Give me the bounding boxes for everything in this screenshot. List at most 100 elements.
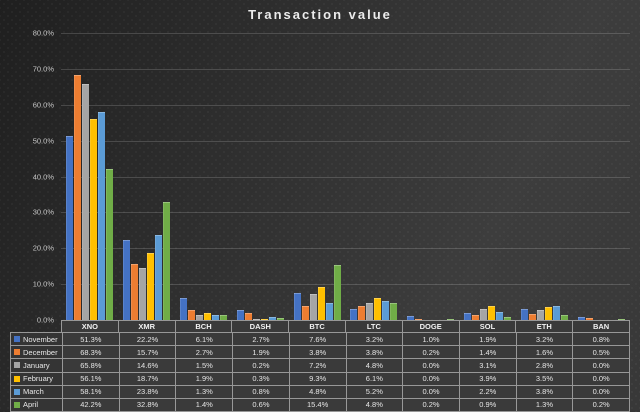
table-cell-december-xno: 68.3% [63, 346, 119, 359]
y-axis-tick-label: 80.0% [32, 28, 54, 38]
table-cell-april-xmr: 32.8% [119, 398, 176, 411]
table-cell-january-xno: 65.8% [63, 359, 119, 372]
table-cell-january-ltc: 4.8% [346, 359, 403, 372]
y-axis-tick-label: 30.0% [32, 207, 54, 217]
table-cell-november-xno: 51.3% [63, 333, 119, 346]
table-cell-november-dash: 2.7% [233, 333, 289, 346]
table-cell-january-sol: 3.1% [459, 359, 516, 372]
table-cell-march-bch: 1.3% [176, 385, 233, 398]
table-cell-march-xno: 58.1% [63, 385, 119, 398]
gridline [61, 212, 630, 214]
bar-march-ltc [382, 301, 390, 320]
table-cell-november-sol: 1.9% [459, 333, 516, 346]
bar-april-xno [105, 168, 113, 320]
bar-february-sol [488, 306, 496, 320]
bar-march-eth [553, 306, 561, 320]
gridline [61, 33, 630, 34]
category-header-row: XNO XMR BCH DASH BTC LTC DOGE SOL ETH BAN [61, 320, 630, 333]
category-header-ban: BAN [573, 321, 629, 332]
y-axis-tick-label: 40.0% [32, 172, 54, 181]
bar-march-btc [325, 302, 333, 320]
bar-march-dash [268, 317, 276, 320]
bar-group-ltc [346, 33, 403, 320]
table-cell-march-dash: 0.8% [233, 385, 289, 398]
table-cell-february-doge: 0.0% [403, 372, 459, 385]
table-cell-march-sol: 2.2% [459, 385, 516, 398]
category-header-btc: BTC [289, 321, 345, 332]
chart-title: Transaction value [248, 7, 392, 22]
table-cell-march-doge: 0.0% [403, 385, 459, 398]
table-cell-april-ltc: 4.8% [346, 398, 403, 411]
legend-label-text: February [23, 374, 54, 384]
bar-february-bch [203, 313, 211, 320]
table-cell-december-btc: 3.8% [289, 346, 346, 359]
table-cell-december-bch: 2.7% [176, 346, 233, 359]
table-cell-november-ban: 0.8% [573, 333, 629, 346]
table-cell-november-doge: 1.0% [403, 333, 459, 346]
bar-november-doge [407, 316, 415, 320]
legend-swatch-november [14, 336, 20, 343]
y-axis-tick-label: 60.0% [32, 100, 54, 110]
table-cell-february-ban: 0.0% [573, 372, 629, 385]
gridline [61, 104, 630, 106]
table-cell-january-btc: 7.2% [289, 359, 346, 372]
y-axis-tick-label: 10.0% [32, 279, 54, 289]
bar-group-eth [516, 33, 573, 320]
table-cell-march-ltc: 5.2% [346, 385, 403, 398]
bar-group-sol [459, 33, 516, 320]
gridline [61, 140, 630, 142]
category-header-bch: BCH [175, 321, 232, 332]
bar-february-ltc [374, 298, 382, 320]
bar-december-xno [73, 74, 81, 320]
legend-row-label-january: January [11, 359, 62, 372]
table-cell-december-xmr: 15.7% [119, 346, 176, 359]
bar-february-dash [260, 318, 268, 320]
bar-february-xmr [146, 252, 154, 320]
legend-row-label-february: February [11, 372, 62, 385]
y-axis-tick-label: 70.0% [32, 64, 54, 74]
table-cell-february-ltc: 6.1% [346, 372, 403, 385]
table-cell-november-eth: 3.2% [516, 333, 573, 346]
bar-january-xmr [138, 267, 146, 320]
table-cell-november-btc: 7.6% [289, 333, 346, 346]
legend-swatch-february [14, 375, 20, 382]
legend-label-text: January [23, 360, 50, 370]
bar-february-btc [317, 286, 325, 320]
bar-april-doge [447, 319, 455, 320]
bar-april-xmr [162, 202, 170, 320]
bar-december-bch [187, 310, 195, 320]
bar-april-btc [333, 264, 341, 320]
bar-group-xno [61, 33, 118, 320]
bar-november-eth [521, 308, 529, 320]
bar-february-eth [545, 307, 553, 320]
table-cell-december-ban: 0.5% [573, 346, 629, 359]
legend-row-label-november: November [11, 333, 62, 346]
legend-swatch-january [14, 362, 20, 369]
table-cell-april-dash: 0.6% [233, 398, 289, 411]
bar-march-xmr [154, 234, 162, 320]
bar-group-doge [402, 33, 459, 320]
table-cell-february-bch: 1.9% [176, 372, 233, 385]
bar-march-bch [211, 315, 219, 320]
bar-january-dash [252, 319, 260, 320]
bar-january-ltc [366, 302, 374, 320]
table-cell-april-bch: 1.4% [176, 398, 233, 411]
gridline [61, 176, 630, 178]
category-header-xmr: XMR [118, 321, 175, 332]
category-header-doge: DOGE [402, 321, 459, 332]
bar-december-eth [529, 314, 537, 320]
gridline [61, 284, 630, 286]
bar-december-btc [301, 306, 309, 320]
plot-area [61, 33, 630, 321]
bar-april-bch [219, 314, 227, 320]
category-header-sol: SOL [459, 321, 516, 332]
bar-group-xmr [118, 33, 175, 320]
bar-december-ban [586, 318, 594, 320]
bar-february-xno [89, 118, 97, 320]
bar-january-sol [480, 308, 488, 320]
bar-group-ban [573, 33, 630, 320]
table-cell-march-xmr: 23.8% [119, 385, 176, 398]
bar-december-doge [415, 319, 423, 320]
table-cell-january-eth: 2.8% [516, 359, 573, 372]
